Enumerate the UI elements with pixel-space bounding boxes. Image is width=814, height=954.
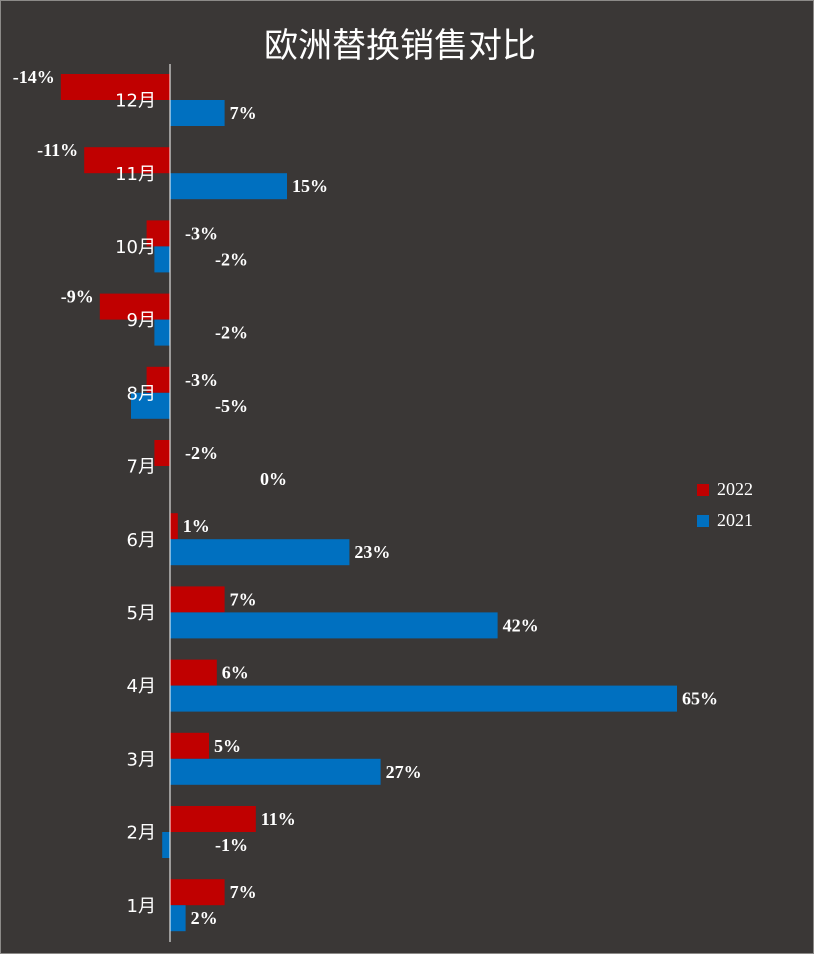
data-label-2021: 65% xyxy=(682,689,718,709)
data-label-2022: 11% xyxy=(261,809,296,829)
bar-2021 xyxy=(154,246,170,273)
data-label-2022: -3% xyxy=(185,223,218,243)
category-label: 4月 xyxy=(127,676,156,697)
data-label-2021: 0% xyxy=(260,469,287,489)
bar-2021 xyxy=(131,392,170,419)
data-label-2022: 6% xyxy=(222,663,249,683)
category-label: 12月 xyxy=(115,91,156,112)
bar-2021 xyxy=(154,319,170,346)
bar-2022 xyxy=(146,220,170,247)
bar-2021 xyxy=(170,905,186,932)
category-label: 9月 xyxy=(127,310,156,331)
legend-swatch-2022 xyxy=(697,483,709,496)
data-label-2022: 5% xyxy=(214,736,241,756)
data-label-2022: -9% xyxy=(61,287,94,307)
bar-2021 xyxy=(170,685,677,712)
legend-item-2022: 2022 xyxy=(697,474,753,505)
category-label: 11月 xyxy=(115,164,156,185)
data-label-2022: -3% xyxy=(185,370,218,390)
bar-2022 xyxy=(170,879,225,906)
data-label-2021: 15% xyxy=(292,176,328,196)
data-label-2021: 27% xyxy=(386,762,422,782)
category-label: 1月 xyxy=(127,896,156,917)
data-label-2021: -2% xyxy=(215,323,248,343)
category-label: 3月 xyxy=(127,749,156,770)
data-label-2021: -5% xyxy=(215,396,248,416)
data-label-2021: -1% xyxy=(215,835,248,855)
bar-2022 xyxy=(170,806,256,832)
data-label-2021: 42% xyxy=(503,615,539,635)
category-label: 7月 xyxy=(127,457,156,478)
legend-label-2022: 2022 xyxy=(717,479,753,499)
data-label-2022: -2% xyxy=(185,443,218,463)
data-label-2021: 2% xyxy=(191,908,218,928)
legend: 2022 2021 xyxy=(697,474,753,536)
legend-label-2021: 2021 xyxy=(717,510,753,530)
bar-2022 xyxy=(170,659,217,686)
data-label-2021: -2% xyxy=(215,249,248,269)
bar-2022 xyxy=(170,513,178,540)
category-label: 8月 xyxy=(127,383,156,404)
bar-2021 xyxy=(170,612,498,639)
bar-2022 xyxy=(170,586,225,613)
data-label-2022: 7% xyxy=(230,882,257,902)
bar-2022 xyxy=(84,147,170,174)
data-label-2022: -14% xyxy=(13,67,55,87)
category-label: 10月 xyxy=(115,237,156,258)
bar-2021 xyxy=(170,100,225,126)
bar-2021 xyxy=(170,758,381,785)
legend-item-2021: 2021 xyxy=(697,505,753,536)
category-label: 2月 xyxy=(127,823,156,844)
bar-2022 xyxy=(60,74,170,100)
data-label-2022: 7% xyxy=(230,589,257,609)
bar-2021 xyxy=(170,173,287,200)
legend-swatch-2021 xyxy=(697,514,709,527)
data-label-2021: 23% xyxy=(354,542,390,562)
data-label-2022: -11% xyxy=(37,140,78,160)
category-label: 6月 xyxy=(127,530,156,551)
category-label: 5月 xyxy=(127,603,156,624)
bar-2022 xyxy=(99,293,170,320)
bar-2022 xyxy=(146,366,170,393)
data-label-2022: 1% xyxy=(183,516,210,536)
bar-2021 xyxy=(162,832,170,858)
bar-2022 xyxy=(170,732,209,759)
bar-2022 xyxy=(154,440,170,466)
chart-title: 欧洲替换销售对比 xyxy=(264,26,536,66)
bar-2021 xyxy=(170,539,350,566)
data-label-2021: 7% xyxy=(230,103,257,123)
